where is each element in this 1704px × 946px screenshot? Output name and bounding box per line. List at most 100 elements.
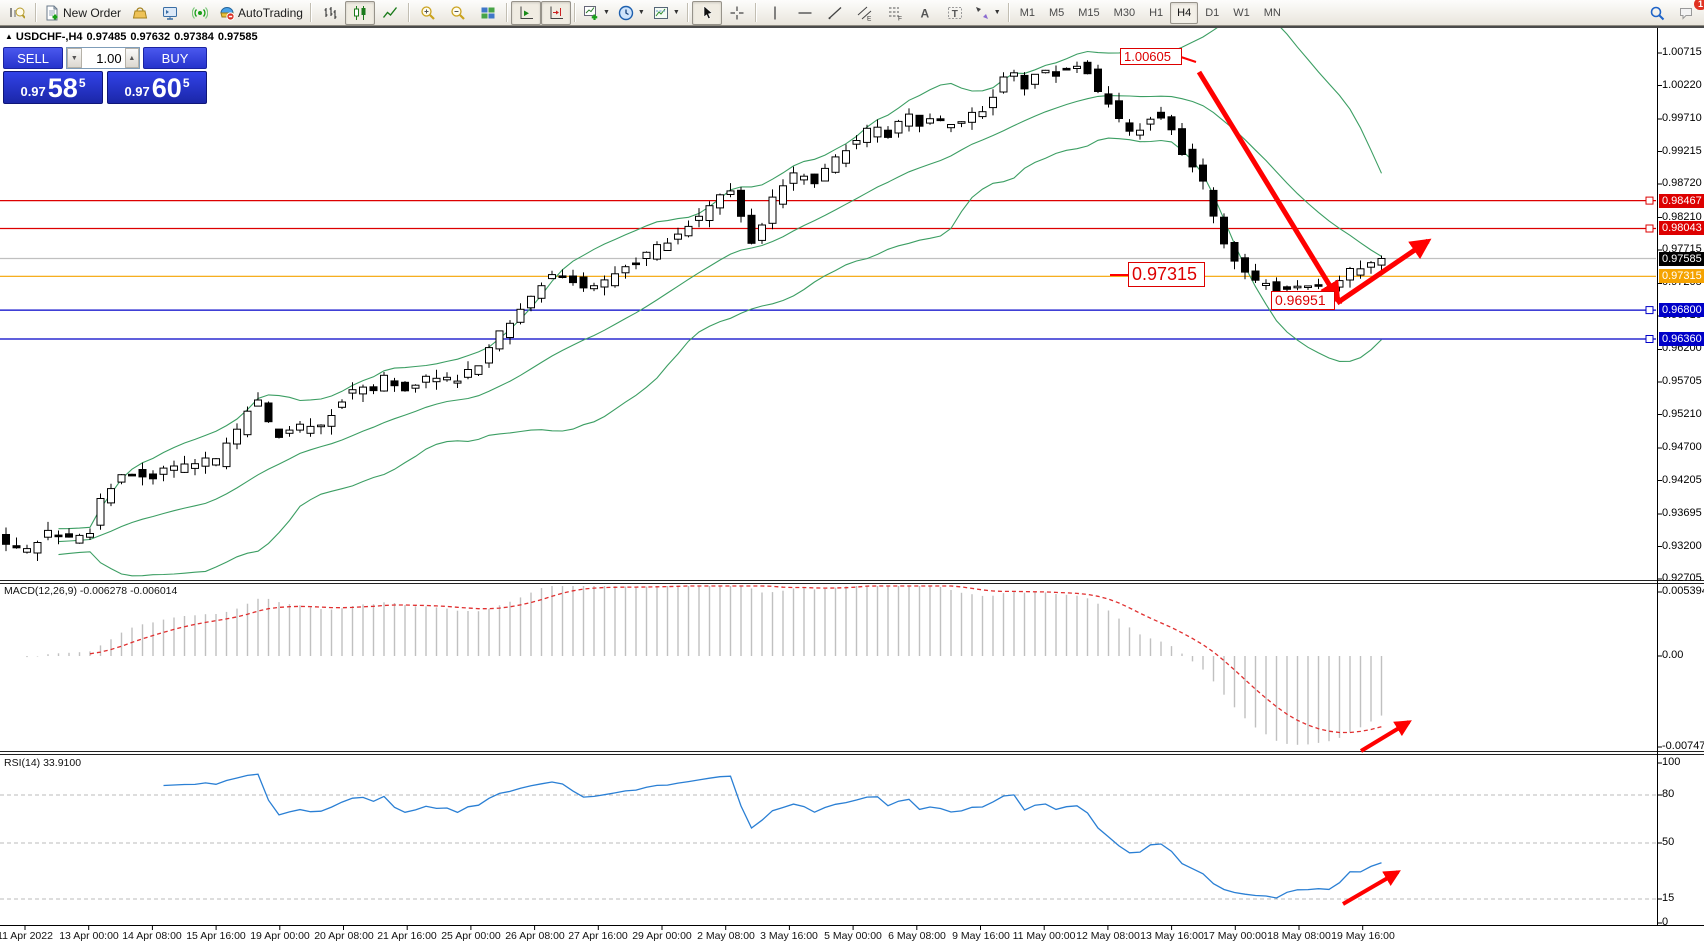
volume-input[interactable] xyxy=(81,48,125,68)
buy-button[interactable]: BUY xyxy=(143,47,207,69)
buy-price-display[interactable]: 0.97 60 5 xyxy=(107,71,207,104)
timeframe-m30-button[interactable]: M30 xyxy=(1113,6,1136,19)
timeframe-w1-button[interactable]: W1 xyxy=(1233,6,1250,19)
time-axis-label: 19 Apr 00:00 xyxy=(250,930,310,942)
price-tag: 0.97315 xyxy=(1659,269,1704,283)
zoom-out-button[interactable] xyxy=(443,1,473,25)
cursor-button[interactable] xyxy=(691,0,722,25)
close-value: 0.97585 xyxy=(217,31,258,43)
toolbar-separator xyxy=(1007,3,1010,22)
volume-up-button[interactable]: ▲ xyxy=(124,48,140,68)
price-axis-label: 0.93695 xyxy=(1662,507,1702,519)
chart-shift-button[interactable] xyxy=(540,0,571,25)
rsi-axis-label: 15 xyxy=(1662,892,1675,904)
zoom-in-button[interactable] xyxy=(413,1,443,25)
horizontal-level-lines[interactable] xyxy=(0,196,1656,343)
timeframe-m15-button[interactable]: M15 xyxy=(1078,6,1100,19)
one-click-trading-panel: SELL ▼ ▲ BUY 0.97 58 5 0.97 60 5 xyxy=(3,47,207,104)
bollinger-bands xyxy=(58,12,1383,577)
search-button[interactable] xyxy=(1642,1,1672,25)
autotrading-button[interactable]: AutoTrading xyxy=(215,1,307,25)
notifications-button[interactable]: 1 xyxy=(1672,0,1704,25)
timeframe-h4-button[interactable]: H4 xyxy=(1170,1,1199,24)
low-value: 0.97384 xyxy=(174,31,214,43)
timeframe-mn-button[interactable]: MN xyxy=(1263,6,1281,19)
price-annotation[interactable]: 0.97315 xyxy=(1128,262,1205,287)
rsi-axis-label: 100 xyxy=(1662,756,1681,768)
chart-magnifier-button[interactable] xyxy=(2,1,32,25)
text-button[interactable]: A xyxy=(910,1,940,25)
arrows-tool-icon xyxy=(975,6,988,19)
panel-separators[interactable] xyxy=(0,580,1704,755)
new-chart-icon xyxy=(583,5,598,20)
timeframe-m5-button[interactable]: M5 xyxy=(1048,6,1065,19)
trendline-icon xyxy=(828,6,842,19)
price-tag: 0.98043 xyxy=(1659,221,1704,235)
price-axis-label: 0.95705 xyxy=(1662,375,1702,387)
line-chart-button[interactable] xyxy=(375,1,405,25)
text-a-icon: A xyxy=(920,6,929,20)
macd-signal-line xyxy=(89,585,1382,734)
period-button[interactable]: ▼ xyxy=(614,1,649,25)
signals-button[interactable] xyxy=(185,1,215,25)
fibonacci-button[interactable]: F xyxy=(880,1,910,25)
macd-axis-label: -0.007478 xyxy=(1662,740,1704,752)
time-axis-label: 9 May 16:00 xyxy=(952,930,1010,942)
arrows-button[interactable]: ▼ xyxy=(970,1,1005,25)
dropdown-arrow-icon: ▼ xyxy=(637,9,645,16)
price-axis-label: 1.00715 xyxy=(1662,46,1702,58)
high-value: 0.97632 xyxy=(130,31,171,43)
collapse-triangle-icon[interactable]: ▲ xyxy=(5,32,13,41)
trend-arrows[interactable] xyxy=(1196,70,1432,906)
candlestick-icon xyxy=(353,5,366,20)
symbol-period-label: USDCHF-,H4 xyxy=(15,31,83,43)
sell-price-display[interactable]: 0.97 58 5 xyxy=(3,71,103,104)
vertical-line-button[interactable] xyxy=(760,1,790,25)
price-annotation[interactable]: 1.00605 xyxy=(1120,48,1182,65)
price-axis-label: 1.00220 xyxy=(1662,79,1702,91)
horizontal-line-button[interactable] xyxy=(790,1,820,25)
text-label-button[interactable]: T xyxy=(940,1,970,25)
market-watch-button[interactable] xyxy=(125,1,155,25)
timeframe-m1-button[interactable]: M1 xyxy=(1019,6,1035,19)
bar-chart-button[interactable] xyxy=(315,1,345,25)
chart-shift-icon xyxy=(550,6,563,19)
equidistant-channel-button[interactable]: E xyxy=(850,1,880,25)
terminal-button[interactable] xyxy=(155,1,185,25)
macd-indicator-label: MACD(12,26,9) -0.006278 -0.006014 xyxy=(4,585,178,597)
tile-windows-icon xyxy=(481,7,495,18)
toolbar-separator xyxy=(573,3,576,22)
crosshair-button[interactable] xyxy=(722,1,752,25)
time-axis-label: 12 May 08:00 xyxy=(1076,930,1140,942)
auto-scroll-button[interactable] xyxy=(510,0,541,25)
macd-histogram xyxy=(26,586,1383,745)
new-order-button[interactable]: New Order xyxy=(40,1,125,25)
timeframe-d1-button[interactable]: D1 xyxy=(1205,6,1220,19)
tile-windows-button[interactable] xyxy=(473,1,503,25)
timeframe-h1-button[interactable]: H1 xyxy=(1149,6,1164,19)
trendline-button[interactable] xyxy=(820,1,850,25)
price-axis-label: 0.94205 xyxy=(1662,474,1702,486)
template-button[interactable]: ▼ xyxy=(649,1,684,25)
chart-magnifier-icon xyxy=(10,7,25,19)
text-label-icon: T xyxy=(947,6,962,20)
new-order-button-label: New Order xyxy=(63,5,122,20)
sell-button[interactable]: SELL xyxy=(3,47,64,69)
time-axis-label: 21 Apr 16:00 xyxy=(377,930,437,942)
price-axis-label: 0.99710 xyxy=(1662,112,1702,124)
macd-axis-label: 0.005394 xyxy=(1662,585,1704,597)
candlestick-series xyxy=(2,60,1386,561)
price-annotation[interactable]: 0.96951 xyxy=(1271,291,1335,310)
buy-price-sup: 5 xyxy=(182,76,190,90)
new-chart-button[interactable]: ▼ xyxy=(579,1,614,25)
dropdown-arrow-icon: ▼ xyxy=(672,9,680,16)
chart-header: ▲ USDCHF-,H4 0.97485 0.97632 0.97384 0.97585 xyxy=(5,31,262,43)
sell-price-prefix: 0.97 xyxy=(20,84,46,99)
time-axis-label: 20 Apr 08:00 xyxy=(314,930,374,942)
buy-price-prefix: 0.97 xyxy=(124,84,150,99)
volume-down-button[interactable]: ▼ xyxy=(67,48,82,68)
candlestick-chart-button[interactable] xyxy=(344,0,375,25)
price-axis-label: 0.98210 xyxy=(1662,211,1702,223)
